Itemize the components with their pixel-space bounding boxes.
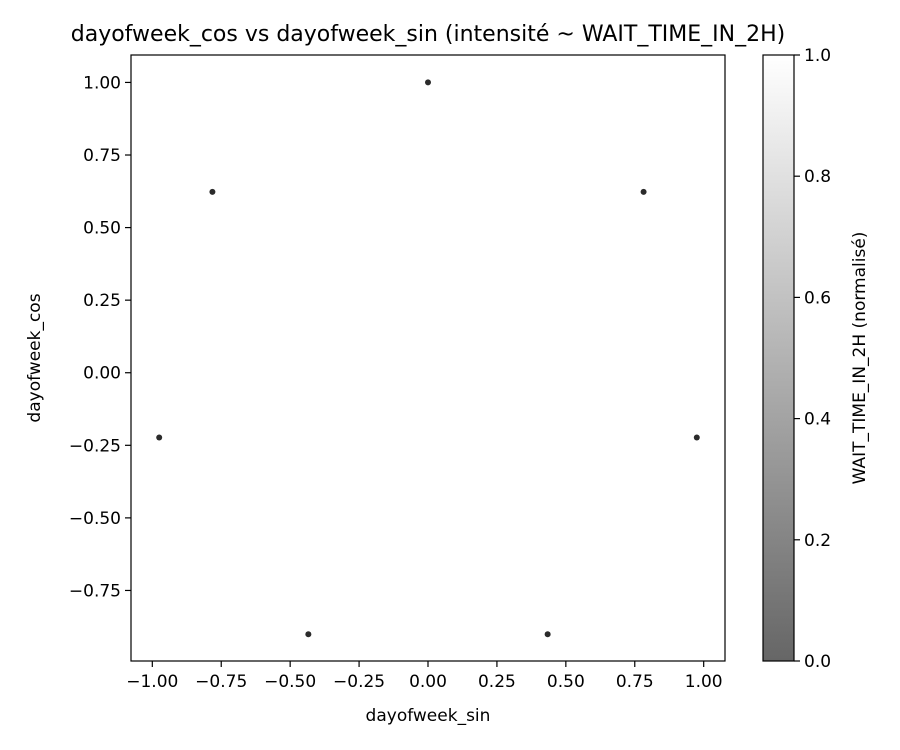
plot-area: −1.00 −0.75 −0.50 −0.25 0.00 0.25 0.50 0.75 1.00…	[69, 54, 726, 692]
data-point	[693, 434, 700, 441]
colorbar-tick-label: 0.4	[804, 410, 831, 430]
x-tick-label: −0.25	[333, 672, 385, 692]
colorbar-gradient	[763, 55, 794, 661]
data-point	[425, 79, 431, 86]
y-tick-label: 0.75	[83, 146, 121, 166]
y-tick-label: −0.75	[69, 581, 121, 601]
colorbar-tick-label: 0.2	[804, 531, 831, 551]
x-tick-label: 1.00	[685, 672, 723, 692]
data-point	[156, 434, 163, 441]
x-tick-label: −0.75	[195, 672, 247, 692]
x-tick-label: 0.75	[616, 672, 654, 692]
y-tick-label: −0.25	[69, 436, 121, 456]
x-axis-ticks: −1.00 −0.75 −0.50 −0.25 0.00 0.25 0.50 0.75 1.00	[126, 661, 723, 692]
y-axis-ticks: −0.75 −0.50 −0.25 0.00 0.25 0.50 0.75 1.00	[69, 73, 131, 601]
data-point	[544, 631, 551, 638]
data-point	[209, 188, 216, 195]
colorbar-tick-label: 0.6	[804, 288, 831, 308]
y-tick-label: 0.25	[83, 291, 121, 311]
data-point	[640, 188, 647, 195]
x-tick-label: 0.00	[409, 672, 447, 692]
x-tick-label: −0.50	[264, 672, 316, 692]
colorbar-tick-label: 1.0	[804, 46, 831, 66]
colorbar-label: WAIT_TIME_IN_2H (normalisé)	[850, 232, 870, 485]
y-tick-label: −0.50	[69, 509, 121, 529]
colorbar-tick-label: 0.0	[804, 652, 831, 672]
colorbar: 0.0 0.2 0.4 0.6 0.8 1.0	[762, 46, 831, 672]
colorbar-ticks: 0.0 0.2 0.4 0.6 0.8 1.0	[794, 46, 831, 672]
x-tick-label: 0.25	[478, 672, 516, 692]
chart-title: dayofweek_cos vs dayofweek_sin (intensit…	[71, 22, 785, 47]
x-axis-label: dayofweek_sin	[366, 706, 491, 726]
y-tick-label: 0.50	[83, 219, 121, 239]
x-tick-label: 0.50	[547, 672, 585, 692]
y-axis-label: dayofweek_cos	[25, 293, 45, 422]
y-tick-label: 1.00	[83, 73, 121, 93]
points-layer	[156, 79, 700, 638]
data-point	[305, 631, 312, 638]
colorbar-frame	[762, 54, 795, 662]
x-tick-label: −1.00	[126, 672, 178, 692]
plot-background	[131, 55, 725, 661]
y-tick-label: 0.00	[83, 364, 121, 384]
colorbar-tick-label: 0.8	[804, 167, 831, 187]
